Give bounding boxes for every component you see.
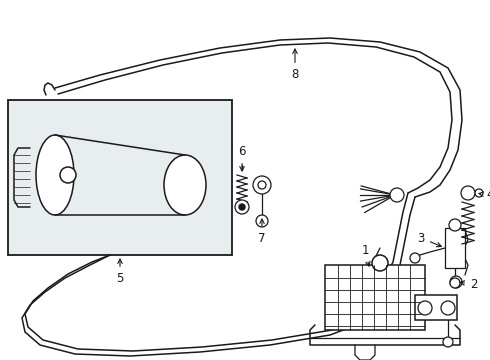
Circle shape — [475, 189, 483, 197]
Text: 3: 3 — [417, 231, 441, 247]
Circle shape — [258, 181, 266, 189]
Circle shape — [461, 186, 475, 200]
Circle shape — [372, 255, 388, 271]
Circle shape — [450, 276, 462, 288]
Ellipse shape — [164, 155, 206, 215]
Circle shape — [390, 188, 404, 202]
Bar — [8, 100, 232, 255]
Circle shape — [235, 200, 249, 214]
Circle shape — [443, 337, 453, 347]
Circle shape — [418, 301, 432, 315]
Text: 4: 4 — [479, 189, 490, 202]
Bar — [325, 265, 425, 330]
Text: 7: 7 — [258, 219, 266, 245]
Circle shape — [253, 176, 271, 194]
Bar — [445, 228, 465, 268]
Circle shape — [256, 215, 268, 227]
Text: 1: 1 — [361, 243, 370, 266]
Circle shape — [60, 167, 76, 183]
Text: 6: 6 — [238, 145, 246, 171]
Text: 8: 8 — [292, 49, 299, 81]
Circle shape — [449, 219, 461, 231]
Circle shape — [441, 301, 455, 315]
Circle shape — [239, 204, 245, 210]
Ellipse shape — [36, 135, 74, 215]
Text: 2: 2 — [460, 278, 477, 291]
Text: 5: 5 — [116, 259, 123, 285]
Circle shape — [450, 278, 460, 288]
Bar — [415, 295, 457, 320]
Circle shape — [410, 253, 420, 263]
